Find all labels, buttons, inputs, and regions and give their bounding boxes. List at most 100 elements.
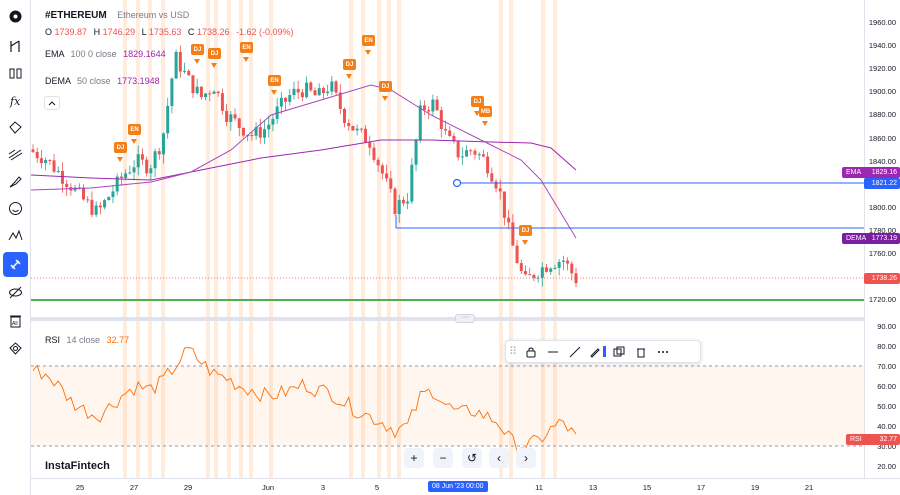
candle-body	[174, 51, 178, 79]
event-marker[interactable]: EN	[268, 75, 281, 86]
candle-body	[410, 164, 414, 202]
time-tick: 11	[535, 483, 543, 492]
event-marker[interactable]: DJ	[519, 225, 532, 236]
scroll-left-button[interactable]: ‹	[489, 448, 509, 468]
brush-tool-button[interactable]	[3, 169, 28, 194]
time-tick: 21	[804, 483, 814, 492]
event-band	[123, 0, 127, 317]
last-price-label: 1738.26	[864, 273, 900, 284]
price-chart-canvas[interactable]	[30, 0, 864, 478]
ema-legend[interactable]: EMA 100 0 close 1829.1644	[45, 49, 166, 59]
pane-resize-handle[interactable]: ···	[455, 314, 475, 323]
dema-legend[interactable]: DEMA 50 close 1773.1948	[45, 76, 160, 86]
candle-body	[566, 260, 570, 264]
zoom-in-button[interactable]: +	[404, 448, 424, 468]
event-marker[interactable]: DJ	[191, 44, 204, 55]
candle-body	[86, 199, 90, 201]
reset-chart-button[interactable]: ↺	[462, 448, 482, 468]
remove-drawings-button[interactable]: All	[3, 308, 28, 333]
candle-body	[229, 114, 233, 122]
ohlc-l-label: L	[141, 27, 147, 37]
lock-button[interactable]	[520, 341, 542, 362]
color-swatch	[602, 346, 606, 357]
event-marker[interactable]: DJ	[343, 59, 356, 70]
candle-body	[465, 150, 469, 157]
candle-body	[481, 154, 485, 157]
price-tick: 1720.00	[868, 295, 896, 305]
candle-body	[351, 125, 355, 131]
delete-button[interactable]	[630, 341, 652, 362]
candle-body	[48, 159, 52, 161]
event-band	[206, 321, 210, 478]
candle-body	[557, 261, 561, 268]
patterns-tool-button[interactable]	[3, 142, 28, 167]
event-marker[interactable]: DJ	[208, 48, 221, 59]
ema-price-label-name: EMA	[846, 169, 862, 176]
event-marker[interactable]: EN	[128, 124, 141, 135]
line-width-button[interactable]	[564, 341, 586, 362]
candle-body	[132, 167, 136, 173]
candle-body	[418, 105, 422, 140]
candle-body	[338, 92, 342, 110]
pane-separator[interactable]	[31, 317, 864, 321]
candle-body	[561, 260, 565, 262]
candle-body	[452, 135, 456, 142]
candle-body	[515, 245, 519, 264]
rsi-price-label-name: RSI	[850, 436, 862, 443]
candle-body	[414, 139, 418, 165]
line-style-button[interactable]	[542, 341, 564, 362]
event-marker[interactable]: DJ	[379, 81, 392, 92]
candle-body	[460, 156, 464, 158]
candle-body	[284, 97, 288, 102]
scroll-right-button[interactable]: ›	[516, 448, 536, 468]
clone-button[interactable]	[608, 341, 630, 362]
measure-tool-button[interactable]	[3, 223, 28, 248]
candle-body	[208, 93, 212, 95]
rsi-tick: 80.00	[877, 342, 896, 351]
magnet-tool-button[interactable]	[3, 252, 28, 277]
more-button[interactable]	[652, 341, 674, 362]
ema-price-label: EMA 1829.16	[842, 167, 900, 178]
event-marker[interactable]: EN	[240, 42, 253, 53]
shapes-tool-button[interactable]	[3, 115, 28, 140]
event-marker[interactable]: MB	[479, 106, 492, 117]
rsi-legend[interactable]: RSI 14 close 32.77	[45, 335, 129, 345]
ema-params: 100 0 close	[70, 49, 117, 59]
event-marker[interactable]: DJ	[114, 142, 127, 153]
candle-body	[250, 135, 254, 137]
emoji-tool-button[interactable]	[3, 196, 28, 221]
candle-body	[456, 141, 460, 158]
main-chart-pane[interactable]	[30, 0, 864, 478]
time-tick: 25	[75, 483, 85, 492]
event-marker[interactable]: EN	[362, 35, 375, 46]
price-tick: 1920.00	[868, 64, 896, 74]
zoom-out-button[interactable]: −	[433, 448, 453, 468]
collapse-legend-button[interactable]	[44, 96, 60, 110]
rsi-tick: 70.00	[877, 362, 896, 371]
price-tick: 1940.00	[868, 41, 896, 51]
time-tick: 13	[588, 483, 598, 492]
candle-body	[145, 159, 149, 174]
trash-icon: All	[10, 315, 21, 328]
event-band	[136, 321, 140, 478]
candle-body	[296, 88, 300, 93]
eye-off-icon	[9, 286, 22, 299]
event-arrow	[522, 240, 528, 245]
more-dots-icon	[658, 350, 668, 353]
event-marker[interactable]: DJ	[471, 96, 484, 107]
dema-value: 1773.1948	[117, 76, 160, 86]
visibility-button[interactable]	[3, 336, 28, 361]
drag-handle[interactable]: ⠿	[508, 346, 518, 358]
time-axis[interactable]: 252729Jun3579111315171921 08 Jun '23 00:…	[31, 478, 900, 495]
candle-body	[545, 267, 549, 272]
hide-drawings-button[interactable]	[3, 280, 28, 305]
trend-line-tool-button[interactable]	[3, 34, 28, 59]
candle-body	[128, 172, 132, 174]
cursor-tool-button[interactable]	[3, 4, 28, 29]
function-tool-button[interactable]: fx	[3, 88, 28, 113]
candle-body	[60, 170, 64, 184]
event-band	[541, 0, 545, 317]
fib-tool-button[interactable]	[3, 61, 28, 86]
color-button[interactable]	[586, 341, 608, 362]
rsi-value: 32.77	[106, 335, 130, 345]
